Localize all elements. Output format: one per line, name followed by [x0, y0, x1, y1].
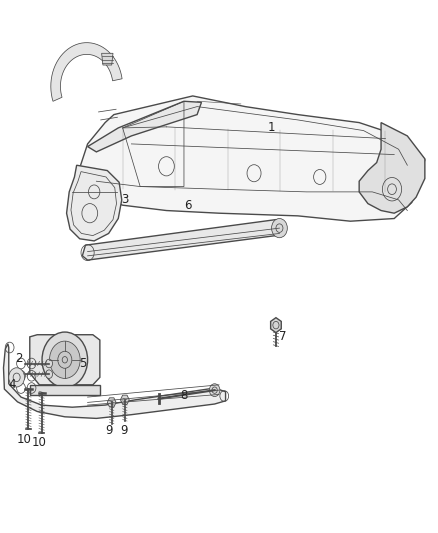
- Text: 1: 1: [268, 122, 276, 134]
- Text: 9: 9: [105, 424, 113, 437]
- Text: 9: 9: [120, 424, 127, 437]
- Circle shape: [46, 359, 53, 368]
- Polygon shape: [67, 165, 122, 241]
- Polygon shape: [120, 395, 129, 405]
- Circle shape: [42, 332, 88, 387]
- Text: 5: 5: [80, 357, 87, 370]
- Text: 10: 10: [32, 436, 47, 449]
- Polygon shape: [359, 123, 425, 213]
- Circle shape: [49, 341, 80, 378]
- Text: 8: 8: [180, 389, 187, 402]
- Circle shape: [209, 384, 220, 397]
- Polygon shape: [107, 398, 116, 407]
- Circle shape: [272, 219, 287, 238]
- Polygon shape: [51, 43, 122, 101]
- Polygon shape: [82, 220, 284, 260]
- Polygon shape: [4, 344, 226, 418]
- Circle shape: [9, 368, 25, 387]
- Text: 7: 7: [279, 330, 286, 343]
- Polygon shape: [88, 101, 201, 152]
- Polygon shape: [30, 335, 100, 385]
- Text: 10: 10: [17, 433, 32, 446]
- Text: 2: 2: [14, 352, 22, 365]
- Polygon shape: [102, 53, 113, 65]
- Polygon shape: [271, 318, 281, 333]
- Circle shape: [46, 370, 53, 378]
- Polygon shape: [30, 385, 100, 395]
- Polygon shape: [79, 96, 425, 221]
- Text: 4: 4: [8, 378, 16, 391]
- Text: 6: 6: [184, 199, 192, 212]
- Text: 3: 3: [121, 193, 128, 206]
